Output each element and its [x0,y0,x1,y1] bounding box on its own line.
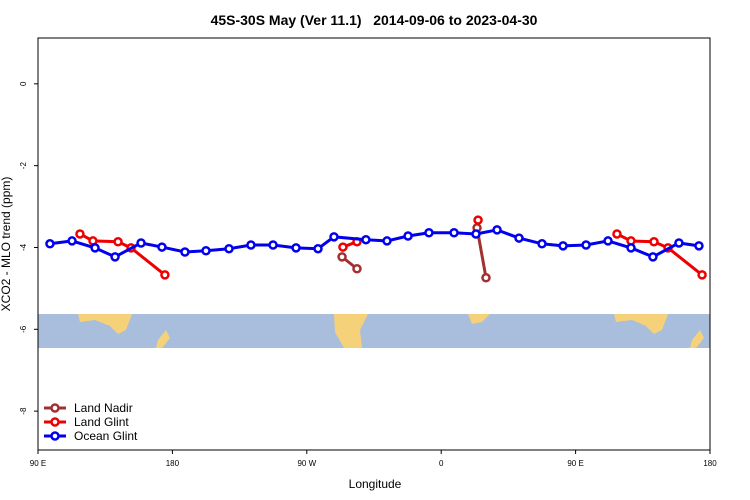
data-point [449,227,459,238]
x-axis-label: Longitude [349,477,402,491]
map-strip [38,314,710,348]
data-point [75,229,85,239]
data-point [626,243,636,253]
data-point [403,231,413,241]
data-point [648,252,658,262]
data-point [612,229,622,239]
data-point [110,252,120,262]
legend-label: Land Glint [74,415,129,429]
data-point [352,264,362,274]
data-point [424,227,434,238]
x-tick-label: 90 E [567,459,583,468]
legend-marker [50,417,60,427]
plot-frame [37,37,711,451]
data-point [674,238,684,248]
x-tick-label: 90 W [297,459,316,468]
y-axis-label: XCO2 - MLO trend (ppm) [0,177,13,312]
data-point [473,215,483,225]
y-tick-label: -6 [19,325,28,333]
legend-marker [50,403,60,413]
series-line [49,228,700,259]
legend-label: Ocean Glint [74,429,138,443]
data-point [291,243,301,253]
data-point [90,243,100,253]
data-point [313,243,323,254]
data-point [382,236,392,246]
x-tick-label: 90 E [30,459,46,468]
legend-label: Land Nadir [74,401,133,415]
data-point [514,233,524,243]
data-point [337,252,347,262]
y-tick-label: -2 [19,162,28,170]
data-point [537,239,547,249]
y-tick-label: -8 [19,407,28,415]
chart-title: 45S-30S May (Ver 11.1) 2014-09-06 to 202… [211,12,538,28]
data-point [160,270,170,280]
y-tick-label: 0 [19,81,28,86]
data-point [246,240,256,250]
data-point [471,229,481,239]
data-point [45,239,55,249]
data-point [649,236,659,247]
data-point [136,238,146,248]
data-point [67,236,77,246]
data-point [268,240,278,250]
x-tick-label: 0 [439,459,444,468]
data-point [361,234,371,245]
y-tick-label: -4 [19,243,28,251]
data-point [113,236,123,247]
data-point [697,270,707,280]
data-point [481,273,491,283]
data-point [224,243,234,254]
data-point [338,242,348,252]
data-point [694,241,704,251]
data-point [581,240,591,250]
x-tick-label: 180 [166,459,180,468]
data-point [603,236,613,246]
x-tick-label: 180 [703,459,717,468]
data-point [492,225,502,235]
data-point [558,241,568,251]
legend-marker [50,431,60,441]
data-point [157,242,167,252]
data-point [180,247,190,257]
data-point [201,246,211,256]
data-point [329,232,339,242]
